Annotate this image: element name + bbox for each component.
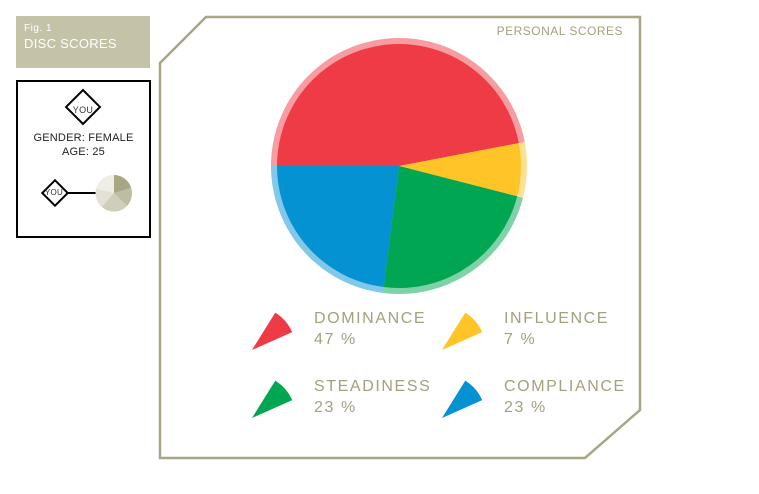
small-you-marker-label: YOU <box>44 188 64 197</box>
legend-label-compliance: COMPLIANCE <box>504 378 626 395</box>
figure-title-box: Fig. 1 DISC SCORES <box>16 16 150 68</box>
legend-wedge-compliance-icon <box>442 380 483 418</box>
legend-icons <box>252 312 483 418</box>
legend-label-steadiness: STEADINESS <box>314 378 432 395</box>
figure-label: Fig. 1 <box>24 23 53 34</box>
pie-slice-compliance <box>277 166 399 288</box>
section-title: PERSONAL SCORES <box>496 24 623 38</box>
pie-slice-influence <box>399 143 521 197</box>
connector-line <box>66 192 96 194</box>
legend-value-compliance: 23 % <box>504 399 547 416</box>
gender-text: GENDER: FEMALE <box>33 132 134 144</box>
pie-chart <box>271 37 527 294</box>
age-text: AGE: 25 <box>62 146 105 158</box>
legend-label-dominance: DOMINANCE <box>314 310 427 327</box>
legend-wedge-influence-icon <box>442 312 483 350</box>
you-marker-label: YOU <box>72 105 94 115</box>
legend-value-steadiness: 23 % <box>314 399 357 416</box>
figure-title: DISC SCORES <box>24 36 117 51</box>
mini-pie-icon <box>95 174 132 212</box>
pie-slice-dominance <box>277 43 519 166</box>
legend-wedge-dominance-icon <box>252 312 293 350</box>
legend-value-influence: 7 % <box>504 331 537 348</box>
legend-label-influence: INFLUENCE <box>504 310 610 327</box>
legend-value-dominance: 47 % <box>314 331 357 348</box>
profile-card: YOU GENDER: FEMALE AGE: 25 YOU <box>16 80 151 238</box>
legend-wedge-steadiness-icon <box>252 380 293 418</box>
pie-slice-steadiness <box>383 166 518 288</box>
